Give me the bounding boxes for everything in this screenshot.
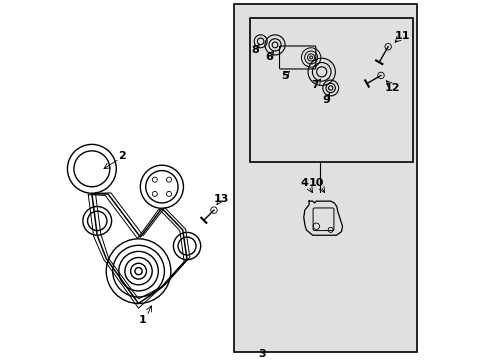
Text: 8: 8	[251, 45, 259, 55]
Text: 2: 2	[118, 151, 126, 161]
Text: 6: 6	[265, 53, 273, 63]
Bar	[249, 18, 412, 162]
Text: 10: 10	[308, 178, 324, 188]
Text: 11: 11	[394, 31, 409, 41]
Text: 7: 7	[311, 81, 319, 90]
Text: 13: 13	[213, 194, 228, 204]
Text: 5: 5	[280, 71, 288, 81]
Text: 4: 4	[300, 178, 308, 188]
Text: 9: 9	[322, 95, 330, 105]
Text: 12: 12	[384, 83, 399, 93]
Text: 3: 3	[258, 349, 266, 359]
Bar	[233, 4, 416, 352]
Text: 1: 1	[138, 315, 146, 325]
